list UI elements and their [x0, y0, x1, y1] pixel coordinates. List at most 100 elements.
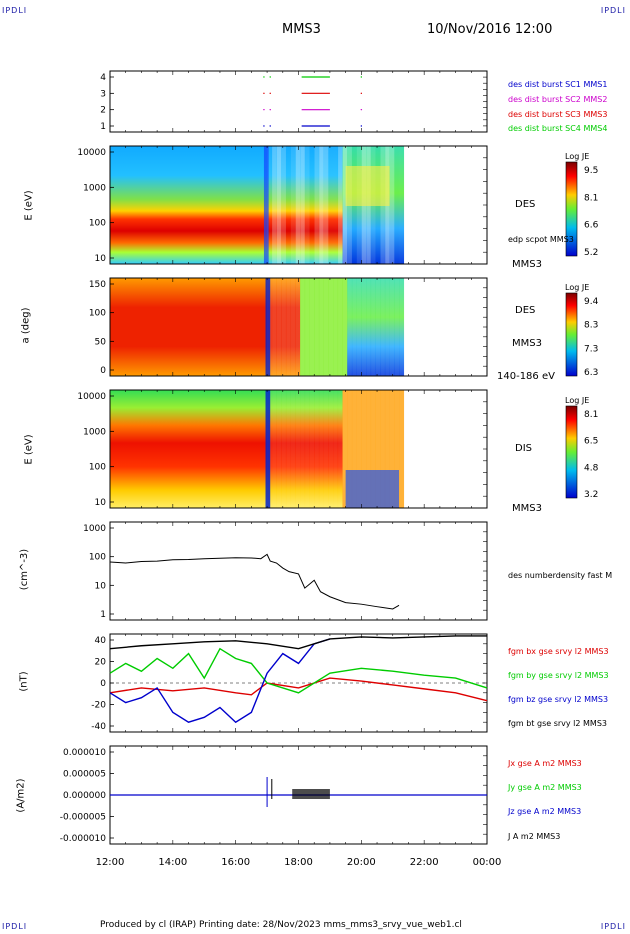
dis-spectrogram-column: [333, 390, 339, 508]
density-line: [109, 553, 400, 610]
colorbar-des-pa: [565, 292, 578, 377]
y-tick-label: 150: [89, 280, 106, 290]
dis-spectrogram-column: [375, 390, 381, 508]
dis-spectrogram-boundary: [265, 390, 271, 508]
legend-j: J A m2 MMS3: [508, 832, 561, 841]
burst-dot: [360, 76, 363, 78]
x-axis-tick-label: 18:00: [284, 857, 313, 868]
colorbar-dis-energy-tick: 8.1: [584, 410, 598, 420]
des-spectrogram-boundary: [263, 146, 269, 264]
y-tick-label: 100: [89, 463, 106, 473]
legend-burst-sc1: des dist burst SC1 MMS1: [508, 80, 608, 89]
des-spectrogram-column: [328, 146, 334, 264]
y-tick-label: 4: [100, 73, 106, 83]
y-tick-label: 50: [95, 337, 107, 347]
des-pa-column: [389, 278, 395, 376]
dis-spectrogram-column: [370, 390, 376, 508]
des-pa-boundary: [265, 278, 271, 376]
y-tick-label: 100: [89, 553, 106, 563]
colorbar-des-pa-tick: 8.3: [584, 321, 598, 331]
colorbar-dis-energy: [565, 405, 578, 499]
dis-spectrogram-column: [380, 390, 386, 508]
dis-spectrogram-column: [281, 390, 287, 508]
panel3-instrument: DES: [515, 305, 536, 316]
burst-dot: [269, 76, 271, 78]
dis-spectrogram-column: [271, 390, 277, 508]
des-spectrogram-column: [276, 146, 282, 264]
des-spectrogram-column: [394, 146, 400, 264]
dis-spectrogram-lowband: [345, 470, 400, 508]
dis-spectrogram-column: [285, 390, 291, 508]
panel2-sc: MMS3: [512, 259, 542, 270]
panel2-cbar-title: Log JE: [565, 152, 590, 161]
y-tick-label: 3: [100, 89, 106, 99]
y-tick-label: 0.000000: [63, 791, 106, 801]
y-tick-label: 1: [100, 610, 106, 620]
burst-dot: [360, 108, 363, 111]
colorbar-dis-energy-tick: 3.2: [584, 490, 598, 500]
des-spectrogram-column: [337, 146, 343, 264]
burst-dot: [263, 76, 265, 78]
corner-label-top-right: IPDLI: [600, 6, 626, 15]
colorbar-des-energy-tick: 5.2: [584, 248, 598, 258]
dis-spectrogram-column: [314, 390, 320, 508]
des-pa-column: [328, 278, 334, 376]
legend-bz: fgm bz gse srvy l2 MMS3: [508, 695, 609, 704]
legend-jz: Jz gse A m2 MMS3: [508, 807, 582, 816]
y-tick-label: 10000: [77, 392, 106, 402]
legend-burst-sc2: des dist burst SC2 MMS2: [508, 95, 608, 104]
des-spectrogram-column: [300, 146, 306, 264]
dis-spectrogram-column: [323, 390, 329, 508]
panel4-sc: MMS3: [512, 503, 542, 514]
des-pa-column: [351, 278, 357, 376]
dis-spectrogram-column: [389, 390, 395, 508]
burst-dot: [263, 108, 265, 111]
burst-dot: [269, 125, 271, 127]
des-spectrogram-column: [281, 146, 287, 264]
legend-jx: Jx gse A m2 MMS3: [508, 759, 582, 768]
des-spectrogram-column: [333, 146, 339, 264]
colorbar-dis-energy-tick: 6.5: [584, 437, 598, 447]
panel5-ylabel: (cm^-3): [19, 548, 31, 591]
dis-spectrogram-column: [337, 390, 343, 508]
colorbar-des-pa-tick: 6.3: [584, 368, 598, 378]
panel3-sc: MMS3: [512, 338, 542, 349]
des-spectrogram-column: [267, 146, 273, 264]
panel2-instrument: DES: [515, 199, 536, 210]
corner-label-bottom-right: IPDLI: [600, 922, 626, 931]
panel3-ylabel: a (deg): [20, 307, 32, 344]
footer-text: Produced by cl (IRAP) Printing date: 28/…: [100, 920, 462, 930]
dis-spectrogram-column: [300, 390, 306, 508]
corner-label-top-left: IPDLI: [2, 6, 28, 15]
y-tick-label: 10000: [77, 148, 106, 158]
des-pa-column: [375, 278, 381, 376]
des-spectrogram-pre: [110, 146, 268, 264]
panel3-cbar-title: Log JE: [565, 283, 590, 292]
colorbar-des-energy-tick: 9.5: [584, 166, 598, 176]
colorbar-des-energy-tick: 8.1: [584, 193, 598, 203]
current-burst: [292, 789, 330, 799]
y-tick-label: 0: [100, 679, 106, 689]
y-tick-label: -40: [91, 722, 106, 732]
des-pa-column: [276, 278, 282, 376]
burst-dot: [263, 125, 265, 127]
panel-frame-1: [109, 70, 488, 133]
des-pa-column: [281, 278, 287, 376]
des-spectrogram-column: [271, 146, 277, 264]
x-axis-tick-label: 12:00: [96, 857, 125, 868]
des-pa-column: [337, 278, 343, 376]
des-pa-column: [333, 278, 339, 376]
legend-burst-sc3: des dist burst SC3 MMS3: [508, 110, 608, 119]
corner-label-bottom-left: IPDLI: [2, 922, 28, 931]
legend-bx: fgm bx gse srvy l2 MMS3: [508, 647, 609, 656]
burst-dot: [360, 125, 363, 127]
panel3-energy-range: 140-186 eV: [497, 371, 555, 382]
panel6-ylabel: (nT): [18, 671, 30, 692]
x-axis-tick-label: 00:00: [473, 857, 502, 868]
panel4-instrument: DIS: [515, 443, 532, 454]
dis-spectrogram-column: [361, 390, 367, 508]
dis-spectrogram-column: [356, 390, 362, 508]
y-tick-label: 0.000010: [63, 748, 106, 758]
des-pa-column: [290, 278, 296, 376]
